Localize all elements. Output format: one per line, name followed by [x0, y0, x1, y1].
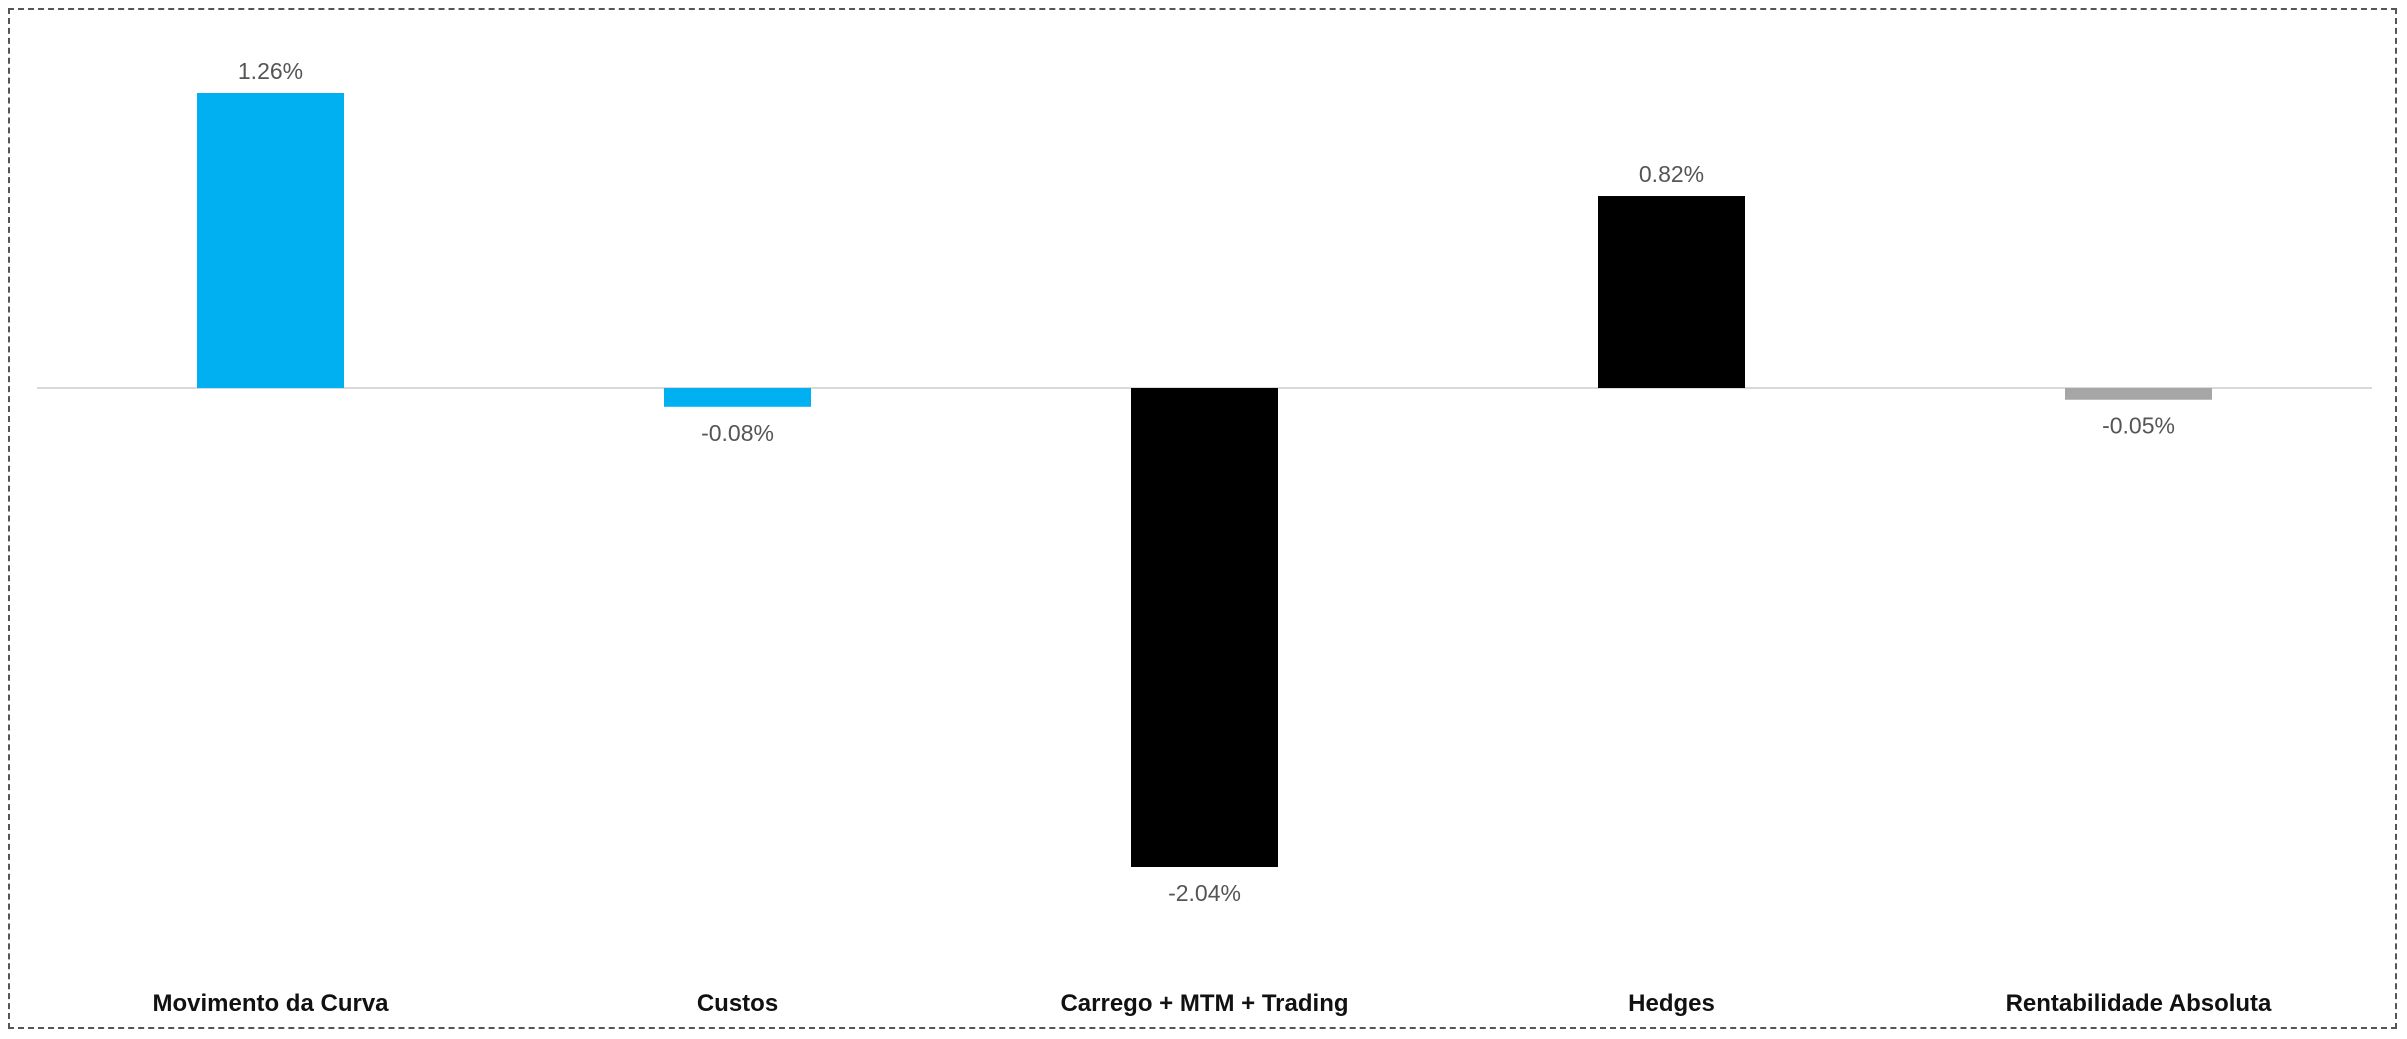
data-label: -2.04% — [1168, 880, 1241, 906]
data-label: -0.08% — [701, 420, 774, 446]
data-label: 0.82% — [1639, 161, 1704, 187]
bar-hedges — [1598, 196, 1745, 388]
chart-frame — [8, 8, 2397, 1029]
category-label: Hedges — [1628, 990, 1715, 1017]
category-label: Movimento da Curva — [152, 990, 389, 1017]
category-label: Carrego + MTM + Trading — [1060, 990, 1348, 1017]
category-label: Rentabilidade Absoluta — [2006, 990, 2272, 1017]
category-label: Custos — [697, 990, 778, 1017]
bar-carrego-mtm-trading — [1131, 388, 1278, 867]
bar-movimento-da-curva — [197, 93, 344, 388]
bar-custos — [664, 388, 811, 407]
data-label: 1.26% — [238, 58, 303, 84]
data-label: -0.05% — [2102, 413, 2175, 439]
bar-rentabilidade-absoluta — [2065, 388, 2212, 400]
